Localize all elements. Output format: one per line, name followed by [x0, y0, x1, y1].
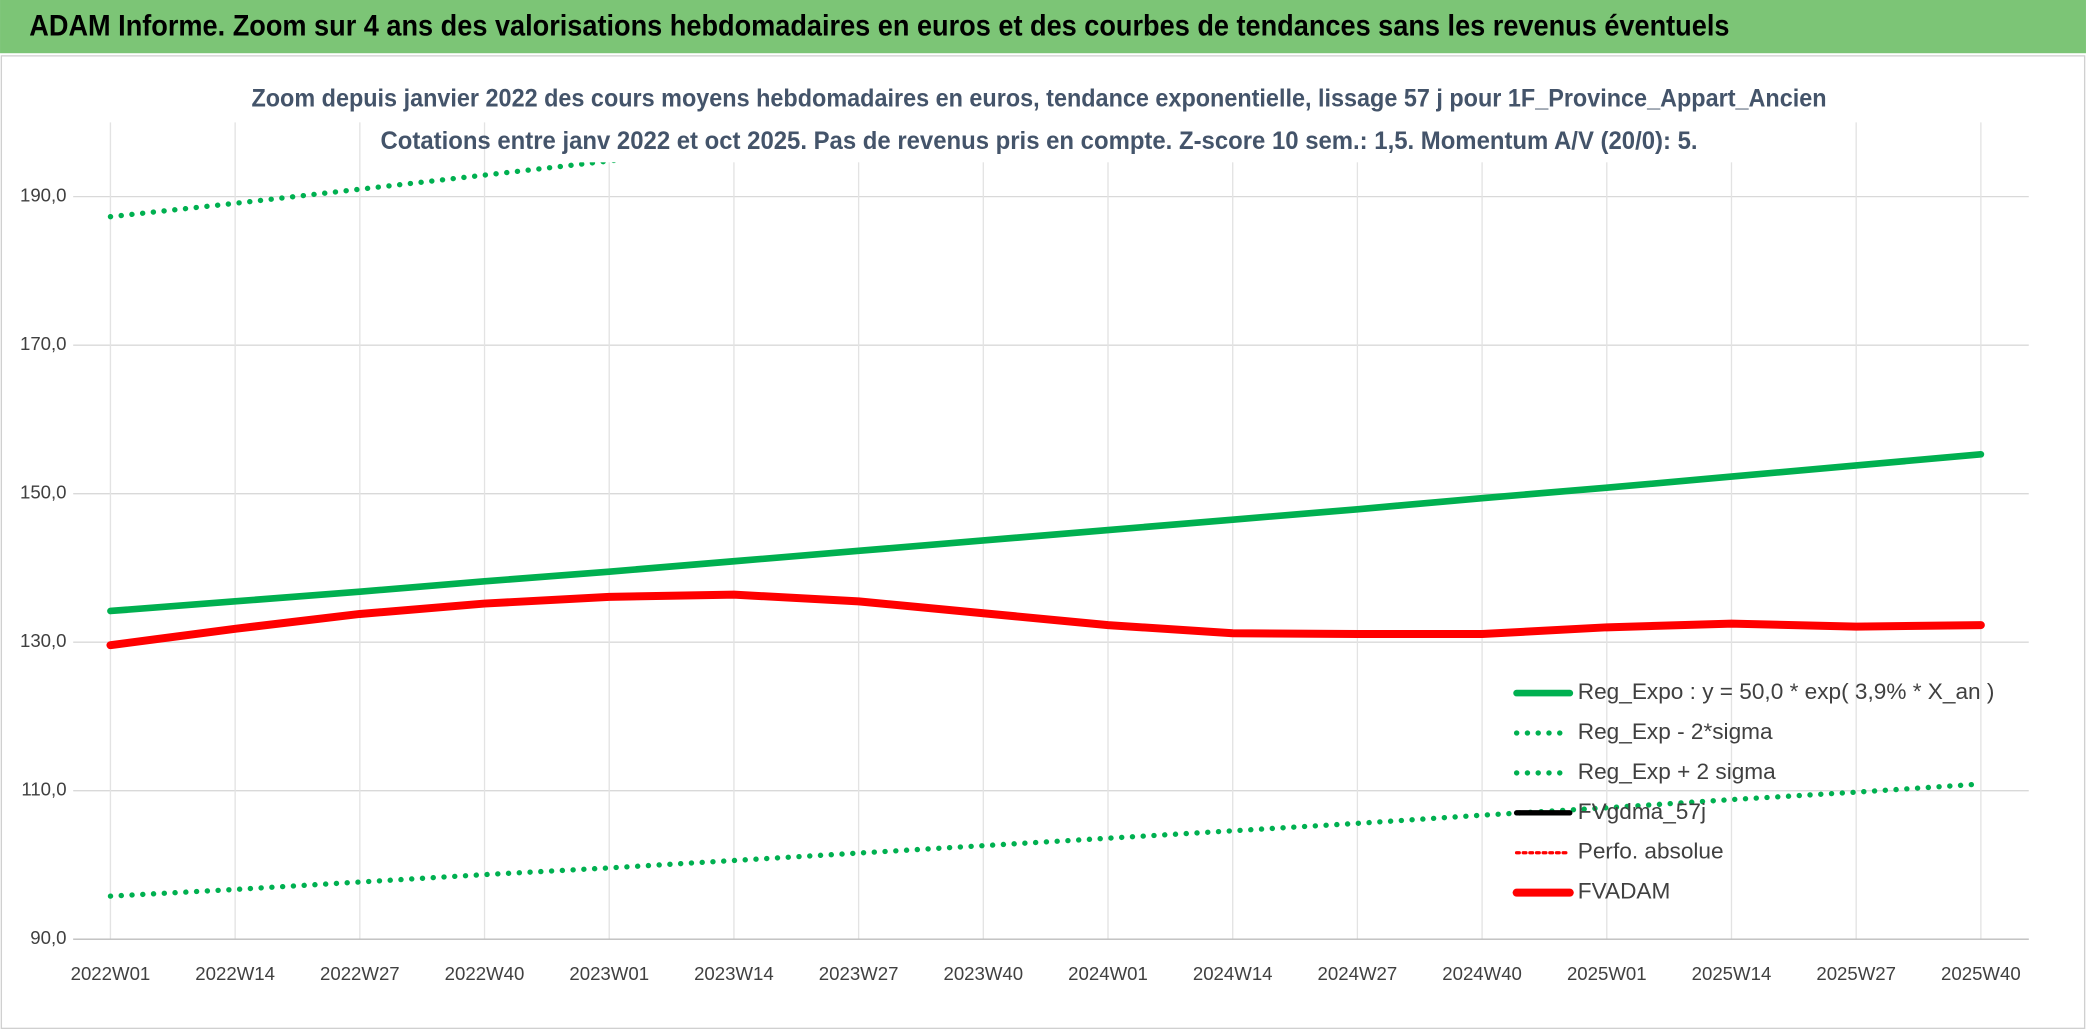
x-tick-label: 2024W01: [1068, 963, 1148, 984]
chart-title: Zoom depuis janvier 2022 des cours moyen…: [251, 84, 1826, 112]
x-tick-label: 2025W27: [1816, 963, 1896, 984]
x-tick-label: 2024W14: [1193, 963, 1273, 984]
x-tick-label: 2022W14: [195, 963, 275, 984]
x-tick-label: 2022W40: [445, 963, 525, 984]
x-tick-label: 2024W40: [1442, 963, 1522, 984]
legend-label: Reg_Expo : y = 50,0 * exp( 3,9% * X_an ): [1578, 679, 1995, 704]
series-line: [106, 590, 1985, 650]
x-tick-label: 2022W01: [71, 963, 151, 984]
chart-subtitle: Cotations entre janv 2022 et oct 2025. P…: [380, 127, 1697, 155]
y-tick-label: 190,0: [20, 185, 67, 206]
y-tick-label: 170,0: [20, 333, 67, 354]
legend-label: FVADAM: [1578, 879, 1671, 904]
x-tick-label: 2023W14: [694, 963, 774, 984]
series-line: [107, 781, 1984, 899]
x-tick-label: 2024W27: [1318, 963, 1398, 984]
legend-label: Perfo. absolue: [1578, 839, 1724, 864]
x-tick-label: 2023W40: [943, 963, 1023, 984]
title-background: [558, 79, 1850, 163]
header-bar: [0, 0, 2086, 54]
x-tick-label: 2025W01: [1567, 963, 1647, 984]
y-tick-label: 90,0: [30, 927, 66, 948]
legend-label: FVgdma_57j: [1578, 799, 1706, 824]
header-title: ADAM Informe. Zoom sur 4 ans des valoris…: [29, 11, 1729, 43]
y-tick-label: 130,0: [20, 630, 67, 651]
chart-frame: [0, 55, 2086, 1030]
x-tick-label: 2023W27: [819, 963, 899, 984]
x-tick-label: 2025W14: [1692, 963, 1772, 984]
y-tick-label: 110,0: [21, 779, 66, 800]
y-tick-label: 150,0: [20, 482, 67, 503]
series-line: [107, 450, 1985, 615]
x-tick-label: 2023W01: [569, 963, 649, 984]
x-tick-label: 2025W40: [1941, 963, 2021, 984]
legend-label: Reg_Exp + 2 sigma: [1578, 759, 1776, 784]
x-tick-label: 2022W27: [320, 963, 400, 984]
legend-label: Reg_Exp - 2*sigma: [1578, 719, 1773, 744]
series-line: [107, 122, 969, 220]
